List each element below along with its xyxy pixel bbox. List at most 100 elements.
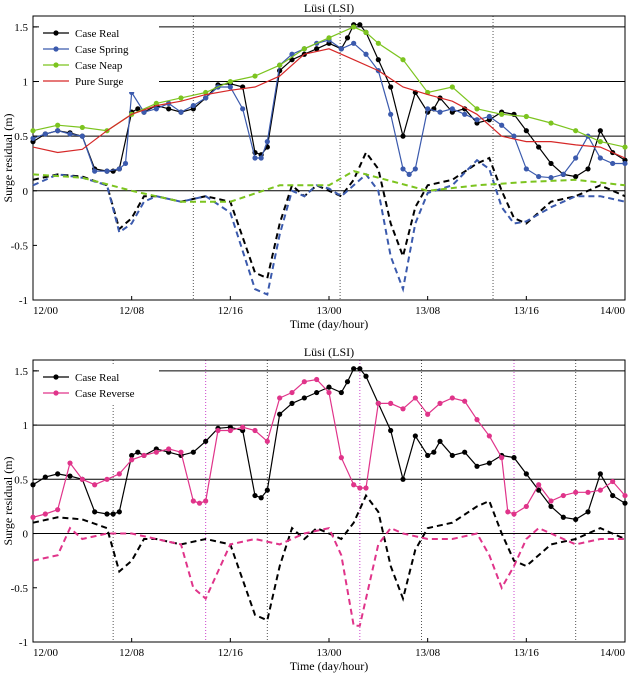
data-point — [523, 471, 529, 477]
data-point — [190, 498, 196, 504]
data-point — [357, 22, 363, 28]
data-point — [449, 106, 455, 112]
x-tick-label: 13/16 — [514, 305, 540, 317]
x-tick-label: 13/08 — [415, 647, 441, 659]
data-point — [462, 111, 468, 117]
data-point — [301, 379, 307, 385]
data-point — [425, 411, 431, 417]
series-line-dashed-series-3 — [32, 526, 625, 627]
data-point — [135, 106, 141, 112]
data-point — [573, 516, 579, 523]
data-point — [474, 117, 480, 123]
data-point — [573, 489, 579, 495]
data-point — [240, 106, 246, 112]
x-tick-label: 14/00 — [600, 647, 626, 659]
data-point — [548, 120, 554, 126]
data-point — [585, 166, 591, 172]
data-point — [196, 500, 203, 506]
data-point — [610, 492, 616, 499]
x-axis-label: Time (day/hour) — [290, 659, 369, 673]
data-point — [351, 40, 357, 46]
data-point — [400, 406, 406, 412]
data-point — [79, 476, 85, 482]
data-point — [326, 389, 332, 396]
data-point — [474, 463, 480, 469]
data-point — [412, 433, 418, 439]
data-point — [363, 373, 369, 379]
data-point — [573, 155, 579, 161]
data-point — [610, 160, 616, 167]
legend-swatch-marker — [53, 30, 59, 36]
data-point — [400, 476, 406, 482]
data-point — [536, 487, 542, 493]
data-point — [375, 400, 381, 406]
data-point — [301, 46, 307, 52]
data-point — [536, 144, 542, 150]
data-point — [363, 51, 369, 57]
y-tick-label: 0 — [23, 529, 29, 541]
data-point — [437, 109, 443, 115]
legend-swatch-marker — [53, 62, 59, 68]
data-point — [523, 503, 529, 510]
data-point — [400, 57, 406, 63]
data-point — [30, 514, 36, 520]
data-point — [449, 395, 455, 401]
data-point — [326, 35, 332, 41]
series-line-dashed-series-4 — [32, 150, 626, 280]
data-point — [560, 514, 566, 520]
data-point — [499, 122, 505, 128]
data-point — [110, 511, 116, 517]
data-point — [153, 449, 159, 455]
data-point — [585, 509, 591, 515]
data-point — [264, 438, 270, 444]
data-point — [375, 57, 381, 63]
data-point — [227, 78, 233, 85]
data-point — [573, 128, 579, 134]
data-point — [116, 166, 122, 172]
y-tick-label: 1.5 — [14, 366, 28, 378]
data-point — [227, 84, 233, 90]
data-point — [425, 452, 431, 459]
x-tick-label: 12/00 — [33, 647, 59, 659]
data-point — [511, 455, 517, 461]
data-point — [129, 452, 135, 459]
data-point — [153, 100, 159, 106]
data-point — [141, 452, 147, 459]
data-point — [289, 400, 295, 406]
data-point — [314, 376, 320, 383]
chart-panel-top: 12/00 12/08 12/16 13/00 13/08 13/16 14/00 -1 -0.… — [1, 1, 628, 331]
data-point — [523, 166, 529, 172]
x-tick-label: 13/00 — [316, 647, 342, 659]
x-tick-label: 13/00 — [316, 305, 342, 317]
series-line-pure-surge — [32, 48, 626, 159]
data-point — [610, 478, 616, 485]
data-point — [314, 389, 320, 396]
data-point — [511, 511, 517, 517]
data-point — [499, 111, 505, 117]
y-tick-label: 0.5 — [14, 131, 28, 143]
data-point — [67, 473, 73, 479]
data-point — [178, 109, 184, 115]
data-point — [505, 509, 511, 515]
data-point — [55, 128, 61, 134]
data-point — [474, 417, 480, 423]
data-point — [622, 500, 628, 506]
y-tick-label: 0.5 — [14, 474, 28, 486]
series-line-dashed-series-2 — [32, 493, 626, 622]
data-point — [388, 84, 394, 90]
data-point — [215, 427, 221, 434]
data-point — [511, 133, 517, 139]
data-point — [548, 175, 554, 181]
series-line-dashed-series-5 — [32, 158, 626, 296]
data-point — [67, 131, 73, 137]
data-point — [30, 482, 36, 488]
chart-title: Lüsi (LSI) — [304, 345, 354, 359]
data-point — [67, 460, 73, 466]
data-point — [258, 495, 264, 501]
data-point — [536, 173, 542, 180]
legend-label: Case Spring — [75, 44, 129, 56]
data-point — [104, 511, 110, 517]
data-point — [548, 503, 554, 510]
data-point — [449, 452, 455, 459]
x-tick-label: 12/16 — [218, 647, 244, 659]
